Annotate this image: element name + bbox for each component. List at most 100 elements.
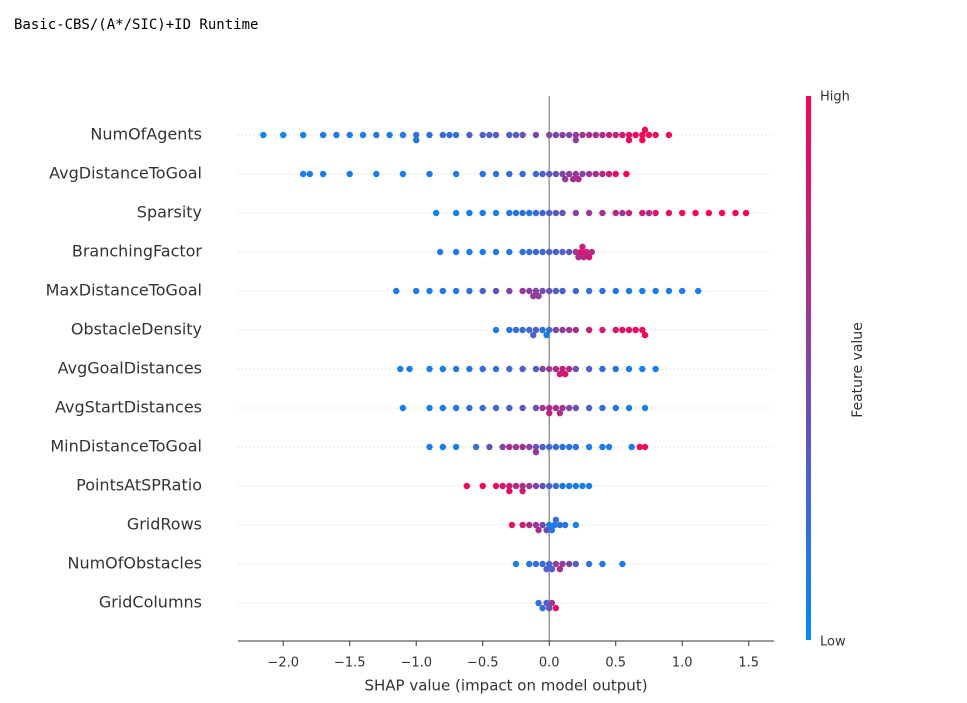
shap-point [639,131,646,139]
shap-point [559,131,566,139]
shap-point [486,131,493,139]
shap-point [346,131,353,139]
shap-point [636,443,643,451]
shap-point [479,209,486,217]
shap-point [652,287,659,295]
shap-point [599,170,606,178]
shap-point [612,170,619,178]
shap-point [546,131,553,139]
shap-point [548,526,556,534]
shap-point [556,370,564,378]
shap-point [556,521,564,529]
shap-point [526,326,533,334]
x-tick-label: −1.0 [400,656,432,671]
shap-point [639,209,646,217]
shap-point [632,326,639,334]
feature-label: AvgGoalDistances [58,359,202,378]
shap-point [506,365,513,373]
shap-point [439,365,447,373]
shap-point [585,131,593,139]
shap-point [492,209,500,217]
shap-point [532,448,540,456]
shap-point [556,565,564,573]
shap-point [705,209,713,217]
shap-point [492,248,500,256]
shap-point [499,482,506,490]
shap-point [612,209,619,217]
shap-point [556,409,564,417]
shap-point [599,443,606,451]
shap-point [508,521,516,529]
shap-point [506,170,513,178]
shap-point [486,443,493,451]
shap-point [399,131,407,139]
shap-point [492,482,500,490]
shap-point [479,365,486,373]
shap-point [506,482,513,490]
shap-point [599,404,606,412]
shap-point [585,170,593,178]
x-tick-label: 1.0 [672,656,693,671]
shap-point [552,326,560,334]
shap-point [439,131,447,139]
shap-point [575,175,582,183]
feature-label: MinDistanceToGoal [50,437,202,456]
shap-point [512,482,520,490]
shap-point [641,126,649,134]
shap-point [694,287,702,295]
shap-point [548,565,556,573]
shap-point [526,248,533,256]
shap-point [399,404,407,412]
shap-point [546,209,553,217]
shap-point [439,443,447,451]
shap-point [628,443,635,451]
shap-point [592,170,599,178]
shap-point [426,131,433,139]
shap-point [561,370,569,378]
feature-label: NumOfAgents [90,125,202,144]
x-tick-label: −2.0 [267,656,299,671]
shap-point [625,131,633,139]
shap-point [599,326,606,334]
shap-point [506,248,513,256]
shap-point [561,521,569,529]
shap-point [526,287,533,295]
shap-point [439,287,447,295]
shap-point [543,331,550,339]
shap-point [583,248,590,256]
shap-point [519,170,526,178]
shap-point [452,404,460,412]
shap-point [413,136,420,144]
shap-point [639,365,646,373]
shap-point [585,253,593,261]
shap-point [552,248,560,256]
shap-point [492,365,500,373]
feature-label: NumOfObstacles [67,554,202,573]
shap-point [506,287,513,295]
shap-point [306,170,314,178]
shap-point [585,209,593,217]
shap-point [512,560,520,568]
shap-point [619,326,626,334]
shap-point [426,404,433,412]
shap-point [632,131,639,139]
shap-point [399,170,407,178]
shap-point [572,404,580,412]
shap-point [452,131,460,139]
shap-point [479,482,486,490]
shap-point [539,209,546,217]
feature-label: GridRows [127,515,202,534]
shap-point [559,404,566,412]
shap-point [665,131,673,139]
shap-point [625,365,633,373]
shap-point [546,443,553,451]
shap-point [645,131,653,139]
shap-point [526,209,533,217]
shap-point [280,131,287,139]
shap-point [436,248,444,256]
shap-point [506,131,513,139]
shap-point [512,443,520,451]
colorbar-low: Low [820,635,846,650]
shap-point [512,209,520,217]
feature-label: MaxDistanceToGoal [46,281,202,300]
